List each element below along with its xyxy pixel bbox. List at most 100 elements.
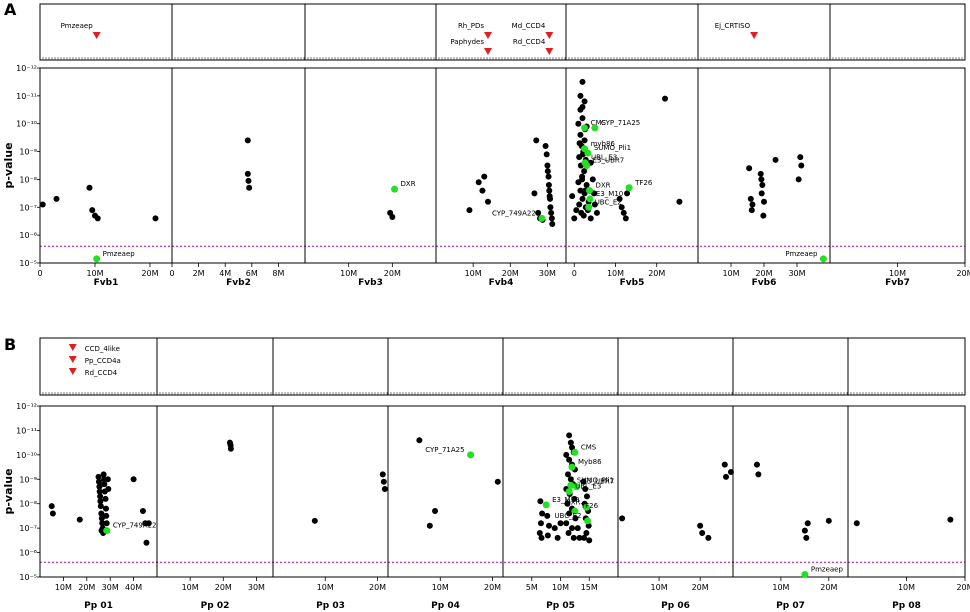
highlighted-gene-point [467,451,475,459]
annotation-track [732,337,849,396]
highlighted-gene-point [571,507,579,515]
data-point [579,195,586,202]
data-point [574,525,581,532]
data-point [620,209,627,216]
data-point [139,508,146,515]
data-point [593,209,600,216]
data-point [539,510,546,517]
highlighted-gene-point [584,517,592,525]
gene-marker-label: CCD_4like [85,345,120,353]
chromosome-pp-02: 10M 20M 30M Pp 02 [156,337,274,611]
highlighted-gene-label: E3_UBR7 [583,478,615,486]
data-point [95,473,102,480]
chromosome-label: Fvb2 [226,278,251,288]
data-point [97,493,104,500]
data-point [379,471,386,478]
chromosome-label: Fvb4 [489,278,514,288]
gene-marker-label: Md_CCD4 [512,22,546,30]
data-point [53,195,60,202]
y-tick-label: 10⁻⁵ [19,573,37,582]
highlighted-gene-point [391,185,399,193]
x-tick-label: 8M [272,269,284,278]
highlighted-gene-label: SUMO_Pli1 [577,476,614,484]
y-tick-label: 10⁻⁷ [19,524,37,533]
data-point [311,517,318,524]
data-point [579,176,586,183]
data-point [545,173,552,180]
highlighted-gene-point [586,187,594,195]
y-tick-label: 10⁻⁹ [19,148,37,157]
data-point [567,476,574,483]
x-tick-label: 0 [572,269,577,278]
chromosome-label: Fvb7 [885,278,910,288]
chromosome-pp-01: 10M 20M 30M 40M Pp 01 CCD_4like Pp_CCD4a Rd_CCD… [39,337,158,611]
x-tick-label: 20M [78,583,95,592]
data-point [581,98,588,105]
data-point [572,515,579,522]
annotation-track [565,3,699,61]
data-point [546,187,553,194]
plot-frame [502,405,619,578]
data-point [579,78,586,85]
data-point [583,182,590,188]
highlighted-gene-label: UBL_E3 [591,154,617,162]
data-point [544,162,551,169]
annotation-track [847,337,966,396]
highlighted-gene-label: E3_M10 [552,496,579,504]
data-point [569,444,575,451]
highlighted-gene-label: UBC_E2 [595,198,622,206]
x-tick-label: 10M [55,583,72,592]
data-point [537,520,544,527]
gene-marker-label: Pmzeaep [61,22,94,30]
y-tick-label: 10⁻¹² [16,402,37,411]
data-point [721,461,728,468]
data-point [105,486,112,493]
data-point [485,198,491,205]
data-point [244,137,251,144]
data-point [619,515,626,522]
data-point [103,512,110,519]
x-tick-label: 20M [384,269,401,278]
gene-marker [545,48,554,55]
annotation-track [617,337,734,396]
data-point [583,530,590,537]
data-point [542,143,549,149]
highlighted-gene-label: CYP_749A22 [492,209,536,217]
data-point [548,215,555,222]
chromosome-pp-07: 10M 20M Pp 07 Pmzeaep [732,337,849,611]
panel-letter: B [4,335,16,354]
data-point [549,221,556,227]
data-point [573,207,580,214]
highlighted-gene-point [573,483,581,491]
data-point [563,451,570,458]
data-point [565,530,572,537]
data-point [543,151,550,158]
y-tick-label: 10⁻¹⁰ [16,451,37,460]
data-point [96,488,103,495]
data-point [569,525,575,532]
plot-frame [847,405,966,578]
data-point [566,456,573,463]
chromosome-label: Fvb5 [620,278,645,288]
panel-A: Ap-value 10⁻¹² 10⁻¹¹ 10⁻¹⁰ 10⁻⁹ 10⁻⁸ 10⁻⁷ 10⁻⁶ 1… [2,0,970,288]
data-point [245,177,252,184]
plot-frame [171,67,306,264]
highlighted-gene-point [591,124,599,132]
data-point [566,510,573,517]
data-point [564,500,571,507]
annotation-track [171,3,306,61]
highlighted-gene-label: TF26 [580,502,599,510]
data-point [86,184,93,191]
x-tick-label: 10M [182,583,199,592]
data-point [152,215,159,222]
data-point [547,204,554,211]
data-point [97,503,104,510]
data-point [563,520,570,527]
annotation-track [829,3,966,61]
data-point [76,516,83,523]
data-point [753,461,760,468]
highlighted-gene-label: myb86 [591,140,616,148]
